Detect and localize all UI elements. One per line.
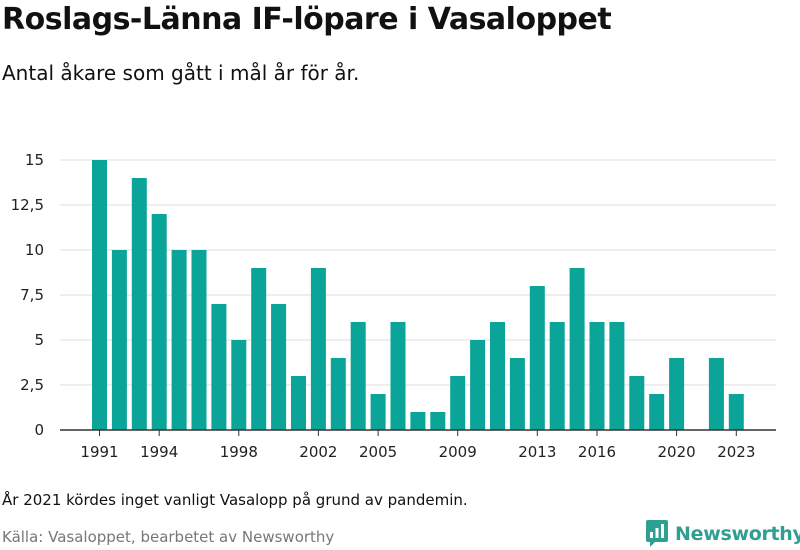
x-tick-label: 2009 <box>439 443 477 461</box>
bar-2017 <box>609 322 625 430</box>
bar-2010 <box>470 340 486 430</box>
bar-1999 <box>251 268 267 430</box>
chart-title: Roslags-Länna IF-löpare i Vasaloppet <box>2 2 612 37</box>
bar-2012 <box>509 358 525 430</box>
newsworthy-logo: Newsworthy <box>645 519 800 548</box>
bar-2004 <box>350 322 366 430</box>
y-tick-label: 10 <box>25 241 44 259</box>
bar-2019 <box>649 394 665 430</box>
gridlines <box>60 159 776 386</box>
x-tick-label: 2005 <box>359 443 397 461</box>
bar-2013 <box>529 286 545 430</box>
x-tick-label: 1991 <box>80 443 118 461</box>
y-tick-label: 0 <box>34 421 44 439</box>
source-text: Källa: Vasaloppet, bearbetet av Newswort… <box>2 528 335 546</box>
newsworthy-logo-icon <box>646 520 668 547</box>
bar-2014 <box>549 322 565 430</box>
x-tick-label: 1998 <box>220 443 258 461</box>
bar-2011 <box>490 322 505 430</box>
y-tick-label: 2,5 <box>20 376 44 394</box>
bar-1997 <box>211 304 227 430</box>
brand-name: Newsworthy <box>675 522 800 545</box>
bar-1995 <box>171 250 187 430</box>
bar-1998 <box>231 340 247 430</box>
bar-2008 <box>430 412 446 430</box>
bar-2005 <box>370 394 386 430</box>
bar-2002 <box>310 268 326 430</box>
bar-2018 <box>629 376 645 430</box>
bar-2023 <box>728 394 744 430</box>
bar-2009 <box>450 376 466 430</box>
x-tick-label: 2020 <box>658 443 696 461</box>
bar-1991 <box>92 160 107 430</box>
y-tick-label: 5 <box>34 331 44 349</box>
bar-1994 <box>151 214 167 430</box>
x-tick-label: 2002 <box>299 443 337 461</box>
x-tick-label: 2013 <box>518 443 556 461</box>
x-tick-labels: 1991 1994 1998 2002 2005 2009 2013 2016 2020 2023 <box>80 430 755 461</box>
bar-1993 <box>131 178 147 430</box>
footnote: År 2021 kördes inget vanligt Vasalopp på… <box>2 491 468 509</box>
bar-2022 <box>708 358 724 430</box>
y-tick-label: 15 <box>25 151 44 169</box>
bars <box>92 160 744 430</box>
y-tick-labels: 0 2,5 5 7,5 10 12,5 15 <box>11 151 44 439</box>
bar-2016 <box>589 322 605 430</box>
bar-2015 <box>569 268 585 430</box>
bar-1996 <box>191 250 207 430</box>
bar-2006 <box>390 322 406 430</box>
x-tick-label: 1994 <box>140 443 178 461</box>
bar-2007 <box>410 412 426 430</box>
x-tick-label: 2016 <box>578 443 616 461</box>
bar-2000 <box>271 304 287 430</box>
x-tick-label: 2023 <box>717 443 755 461</box>
bar-chart: 0 2,5 5 7,5 10 12,5 15 1991 1994 1998 2002 2005 200… <box>11 151 776 461</box>
chart-subtitle: Antal åkare som gått i mål år för år. <box>2 61 360 85</box>
bar-1992 <box>111 250 127 430</box>
y-tick-label: 7,5 <box>20 286 44 304</box>
bar-2020 <box>669 358 685 430</box>
y-tick-label: 12,5 <box>11 196 44 214</box>
bar-2003 <box>330 358 346 430</box>
bar-2001 <box>291 376 306 430</box>
